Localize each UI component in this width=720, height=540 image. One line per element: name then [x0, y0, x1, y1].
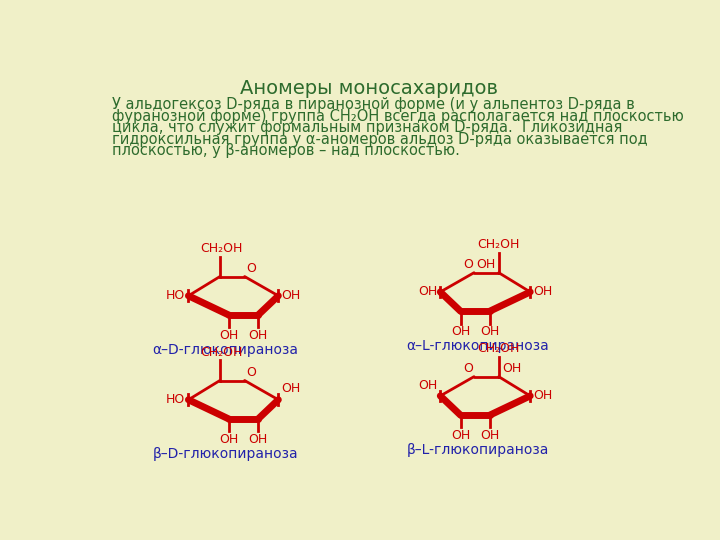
Text: Аномеры моносахаридов: Аномеры моносахаридов: [240, 79, 498, 98]
Text: CH₂OH: CH₂OH: [477, 342, 520, 355]
Text: OH: OH: [534, 286, 552, 299]
Text: O: O: [246, 262, 256, 275]
Text: CH₂OH: CH₂OH: [200, 346, 243, 359]
Text: плоскостью, у β-аномеров – над плоскостью.: плоскостью, у β-аномеров – над плоскость…: [112, 143, 459, 158]
Text: OH: OH: [502, 362, 521, 375]
Text: O: O: [463, 258, 473, 271]
Text: CH₂OH: CH₂OH: [200, 242, 243, 255]
Text: гидроксильная группа у α-аномеров альдоз D-ряда оказывается под: гидроксильная группа у α-аномеров альдоз…: [112, 132, 647, 147]
Text: α–L-глюкопираноза: α–L-глюкопираноза: [406, 339, 549, 353]
Text: OH: OH: [480, 429, 500, 442]
Text: OH: OH: [451, 325, 470, 338]
Text: OH: OH: [220, 433, 238, 446]
Text: OH: OH: [534, 389, 552, 402]
Text: OH: OH: [418, 379, 437, 392]
Text: β–L-глюкопираноза: β–L-глюкопираноза: [406, 443, 549, 457]
Text: OH: OH: [418, 286, 437, 299]
Text: HO: HO: [166, 393, 185, 406]
Text: OH: OH: [220, 329, 238, 342]
Text: OH: OH: [248, 329, 268, 342]
Text: α–D-глюкопираноза: α–D-глюкопираноза: [153, 343, 299, 357]
Text: β–D-глюкопираноза: β–D-глюкопираноза: [153, 447, 298, 461]
Text: У альдогексоз D-ряда в пиранозной форме (и у альпентоз D-ряда в: У альдогексоз D-ряда в пиранозной форме …: [112, 97, 634, 112]
Text: фуранозной форме) группа CH₂OH всегда располагается над плоскостью: фуранозной форме) группа CH₂OH всегда ра…: [112, 109, 683, 124]
Text: OH: OH: [477, 259, 495, 272]
Text: OH: OH: [451, 429, 470, 442]
Text: O: O: [463, 362, 473, 375]
Text: CH₂OH: CH₂OH: [477, 238, 520, 251]
Text: OH: OH: [248, 433, 268, 446]
Text: OH: OH: [480, 325, 500, 338]
Text: HO: HO: [166, 289, 185, 302]
Text: цикла, что служит формальным признаком D-ряда.  Гликозидная: цикла, что служит формальным признаком D…: [112, 120, 622, 135]
Text: O: O: [246, 366, 256, 379]
Text: OH: OH: [282, 382, 301, 395]
Text: OH: OH: [282, 289, 301, 302]
